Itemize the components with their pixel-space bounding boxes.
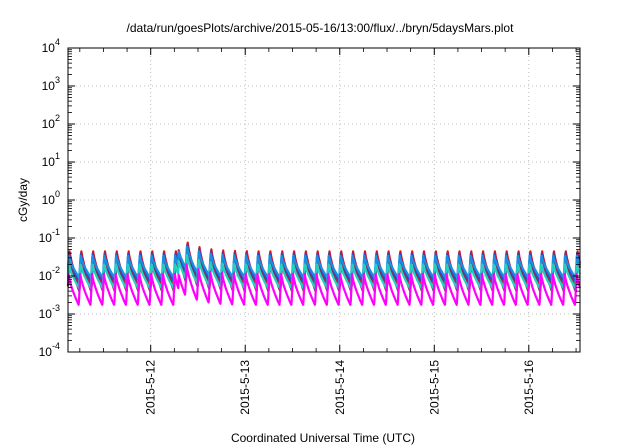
y-tick-label: 101 (42, 151, 60, 169)
x-tick-label: 2015-5-15 (427, 360, 441, 415)
y-tick-label: 10-4 (39, 341, 60, 359)
chart-title: /data/run/goesPlots/archive/2015-05-16/1… (127, 21, 515, 35)
series-line (66, 263, 582, 306)
x-tick-label: 2015-5-14 (333, 360, 347, 415)
series-line (66, 245, 582, 279)
y-tick-label: 103 (42, 75, 60, 93)
y-tick-label: 102 (42, 113, 60, 131)
x-tick-label: 2015-5-16 (522, 360, 536, 415)
y-axis-label: cGy/day (16, 178, 30, 222)
y-tick-label: 104 (42, 37, 60, 55)
series-line (66, 254, 582, 290)
x-tick-label: 2015-5-13 (238, 360, 252, 415)
grid-lines (68, 48, 580, 352)
y-tick-label: 10-3 (39, 303, 60, 321)
x-axis-label: Coordinated Universal Time (UTC) (231, 431, 415, 445)
x-tick-label: 2015-5-12 (144, 360, 158, 415)
series-group (66, 241, 582, 306)
y-tick-label: 10-1 (39, 227, 60, 245)
axis-ticks: 10-4 10-3 10-2 10-1 100 101 102 103 104 2015-5-12… (39, 37, 580, 415)
y-tick-label: 10-2 (39, 265, 60, 283)
y-tick-label: 100 (42, 189, 60, 207)
